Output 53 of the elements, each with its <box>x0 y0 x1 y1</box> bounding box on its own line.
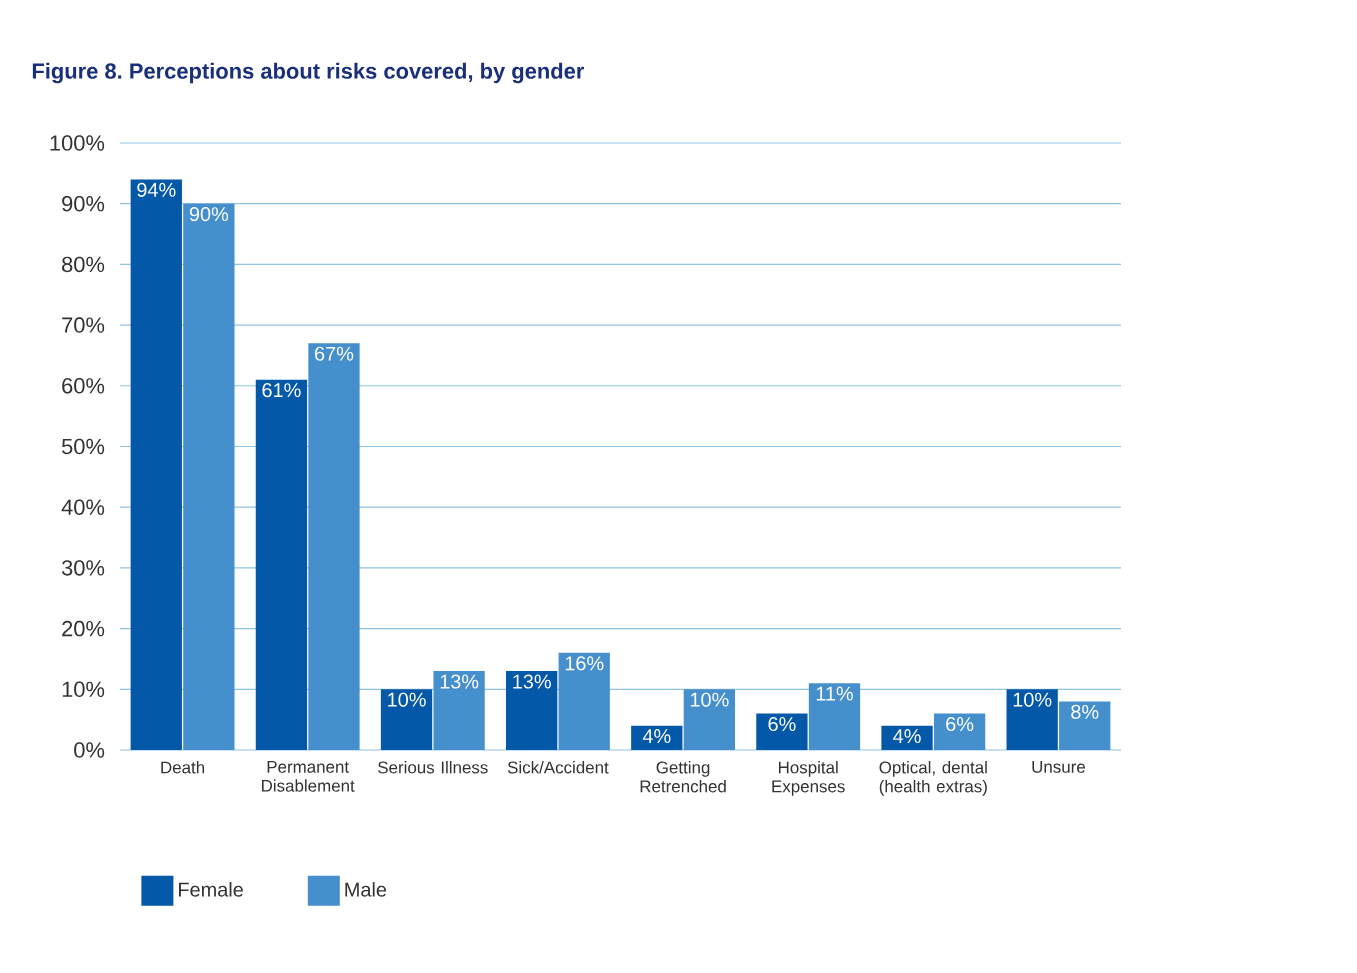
bar <box>183 203 235 750</box>
data-label: 4% <box>642 729 671 744</box>
bar <box>506 671 558 750</box>
bar <box>308 343 360 750</box>
data-label: 61% <box>262 383 301 398</box>
bar <box>933 713 986 750</box>
y-tick-label: 100% <box>50 135 105 151</box>
bar <box>881 725 933 750</box>
bar <box>756 713 808 750</box>
bar <box>380 689 433 750</box>
y-tick-label: 30% <box>61 560 105 576</box>
chart-title: Figure 8. Perceptions about risks covered, by gender <box>32 62 585 84</box>
bar <box>433 671 485 750</box>
y-tick-label: 40% <box>61 499 105 515</box>
bar <box>255 379 308 750</box>
data-label: 13% <box>513 674 551 689</box>
x-tick-label: Death <box>161 761 205 774</box>
bar <box>558 652 610 750</box>
y-tick-label: 0% <box>74 742 105 758</box>
y-tick-label: 80% <box>62 256 105 273</box>
bar <box>1006 689 1058 750</box>
data-label: 4% <box>893 729 921 744</box>
legend-label: Female <box>179 882 243 897</box>
data-label: 67% <box>315 346 354 361</box>
data-label: 8% <box>1071 704 1099 719</box>
y-tick-label: 90% <box>62 195 105 212</box>
data-label: 10% <box>1013 692 1052 707</box>
y-tick-label: 10% <box>62 681 105 698</box>
bar <box>130 179 182 750</box>
y-tick-label: 50% <box>61 438 105 455</box>
y-tick-label: 70% <box>62 317 105 333</box>
bar <box>683 689 735 750</box>
data-label: 90% <box>189 207 229 222</box>
data-label: 11% <box>816 686 853 701</box>
x-tick-label: Sick/Accident <box>507 761 609 774</box>
x-tick-label: Getting Retrenched <box>640 761 726 793</box>
bar <box>1059 701 1111 750</box>
data-label: 16% <box>565 656 604 671</box>
x-tick-label: Permanent Disablement <box>262 761 355 792</box>
data-label: 13% <box>440 674 479 689</box>
data-label: 94% <box>137 182 176 197</box>
data-label: 6% <box>768 716 796 732</box>
data-label: 10% <box>388 692 426 707</box>
y-tick-label: 60% <box>62 378 105 394</box>
legend-label: Male <box>345 882 387 897</box>
bar <box>808 683 861 750</box>
data-label: 10% <box>690 692 729 707</box>
x-tick-label: Optical, dental (health extras) <box>879 761 987 796</box>
data-label: 6% <box>946 716 974 732</box>
y-tick-label: 20% <box>62 620 105 637</box>
x-tick-label: Serious Illness <box>378 761 488 774</box>
x-tick-label: Unsure <box>1032 761 1085 773</box>
x-tick-label: Hospital Expenses <box>772 761 845 796</box>
